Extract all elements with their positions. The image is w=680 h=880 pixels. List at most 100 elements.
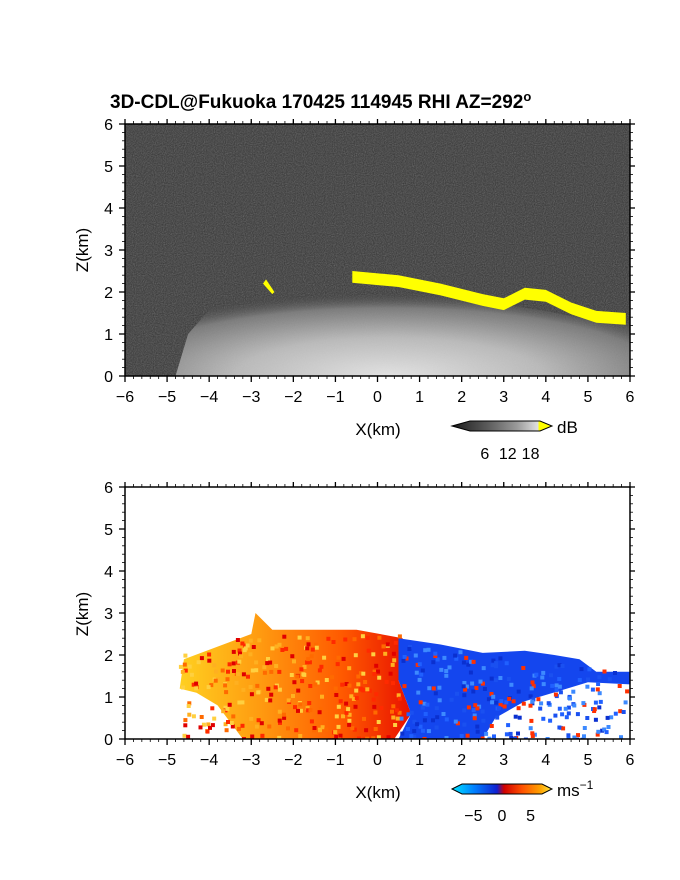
- x-tick-label: 2: [457, 389, 466, 406]
- velocity-pixel: [396, 693, 401, 698]
- velocity-pixel: [587, 667, 592, 672]
- velocity-pixel: [550, 683, 555, 688]
- velocity-pixel: [309, 654, 314, 659]
- velocity-pixel: [238, 654, 243, 659]
- velocity-pixel: [373, 727, 378, 731]
- velocity-pixel: [290, 654, 295, 659]
- velocity-pixel: [468, 670, 473, 675]
- velocity-pixel: [597, 675, 602, 680]
- velocity-pixel: [433, 691, 438, 696]
- velocity-pixel: [592, 707, 597, 712]
- velocity-pixel: [333, 686, 338, 691]
- velocity-pixel: [557, 663, 562, 668]
- velocity-pixel: [286, 698, 291, 703]
- velocity-pixel: [318, 728, 322, 733]
- velocity-pixel: [397, 696, 402, 701]
- velocity-pixel: [391, 715, 396, 720]
- velocity-pixel: [581, 701, 586, 706]
- velocity-pixel: [420, 668, 425, 673]
- y-tick-label: 4: [104, 201, 113, 218]
- velocity-pixel: [469, 659, 473, 664]
- velocity-pixel: [371, 697, 376, 702]
- velocity-pixel: [471, 689, 476, 694]
- x-tick-label: 5: [583, 389, 592, 406]
- velocity-pixel: [466, 662, 471, 667]
- velocity-pixel: [528, 703, 533, 708]
- velocity-pixel: [352, 637, 357, 642]
- velocity-pixel: [566, 736, 571, 739]
- x-tick-label: 1: [415, 389, 424, 406]
- velocity-pixel: [297, 635, 302, 640]
- velocity-pixel: [572, 735, 577, 739]
- velocity-pixel: [606, 725, 611, 729]
- velocity-pixel: [489, 724, 494, 728]
- x-axis-label-b: X(km): [355, 783, 400, 802]
- velocity-pixel: [453, 719, 458, 724]
- velocity-pixel: [242, 643, 247, 648]
- velocity-pixel: [277, 709, 282, 714]
- velocity-pixel: [372, 669, 377, 674]
- velocity-pixel: [431, 686, 436, 691]
- velocity-pixel: [425, 702, 430, 707]
- velocity-pixel: [223, 722, 228, 727]
- x-tick-label: 3: [499, 389, 508, 406]
- y-axis-label-b: Z(km): [73, 592, 92, 636]
- velocity-pixel: [402, 655, 407, 659]
- velocity-pixel: [335, 662, 340, 667]
- velocity-pixel: [517, 715, 522, 720]
- velocity-pixel: [509, 735, 514, 739]
- velocity-pixel: [182, 662, 187, 667]
- velocity-pixel: [434, 706, 439, 711]
- x-tick-label: −5: [158, 752, 176, 769]
- colorbar-a-ticks: 6 12 18: [480, 446, 539, 463]
- velocity-pixel: [243, 646, 248, 651]
- velocity-pixel: [564, 715, 569, 720]
- velocity-pixel: [572, 703, 577, 708]
- velocity-pixel: [489, 676, 494, 681]
- velocity-pixel: [431, 660, 436, 665]
- cloud-base-layer: [352, 271, 626, 325]
- velocity-pixel: [553, 713, 558, 718]
- velocity-pixel: [215, 677, 220, 682]
- velocity-pixel: [419, 672, 424, 677]
- velocity-pixel: [502, 704, 507, 709]
- y-tick-label: 1: [104, 690, 113, 707]
- velocity-pixel: [333, 730, 338, 735]
- velocity-pixel: [305, 646, 310, 651]
- colorbar-b-unit: ms−1: [557, 778, 594, 800]
- velocity-pixel: [560, 712, 565, 717]
- velocity-pixel: [530, 734, 535, 738]
- y-tick-label: 0: [104, 732, 113, 749]
- velocity-pixel: [482, 687, 487, 691]
- velocity-pixel: [540, 675, 545, 680]
- velocity-pixel: [549, 673, 553, 678]
- colorbar-b-tick-label: 0: [498, 808, 507, 825]
- x-tick-label: −4: [200, 389, 218, 406]
- velocity-pixel: [516, 706, 521, 711]
- velocity-pixel: [418, 700, 423, 705]
- velocity-pixel: [183, 668, 188, 673]
- velocity-pixel: [237, 700, 242, 705]
- velocity-pixel: [444, 669, 449, 673]
- colorbar-a-tick-label: 18: [522, 446, 540, 463]
- velocity-pixel: [596, 682, 601, 686]
- velocity-pixel: [264, 697, 269, 702]
- velocity-pixel: [475, 729, 480, 734]
- velocity-pixel: [181, 685, 186, 690]
- velocity-pixel: [463, 687, 468, 692]
- velocity-pixel: [563, 706, 568, 711]
- velocity-pixel: [598, 699, 603, 704]
- velocity-pixel: [412, 729, 417, 734]
- velocity-pixel: [395, 716, 400, 721]
- x-tick-label: −2: [284, 389, 302, 406]
- velocity-pixel: [318, 706, 323, 711]
- velocity-pixel: [324, 678, 329, 682]
- velocity-pixel: [314, 642, 319, 647]
- velocity-pixel: [437, 685, 442, 690]
- velocity-pixel: [498, 676, 503, 680]
- velocity-pixel: [490, 663, 495, 668]
- velocity-pixel: [241, 672, 246, 677]
- velocity-pixel: [365, 736, 370, 739]
- velocity-pixel: [201, 722, 206, 727]
- velocity-pixel: [267, 724, 272, 729]
